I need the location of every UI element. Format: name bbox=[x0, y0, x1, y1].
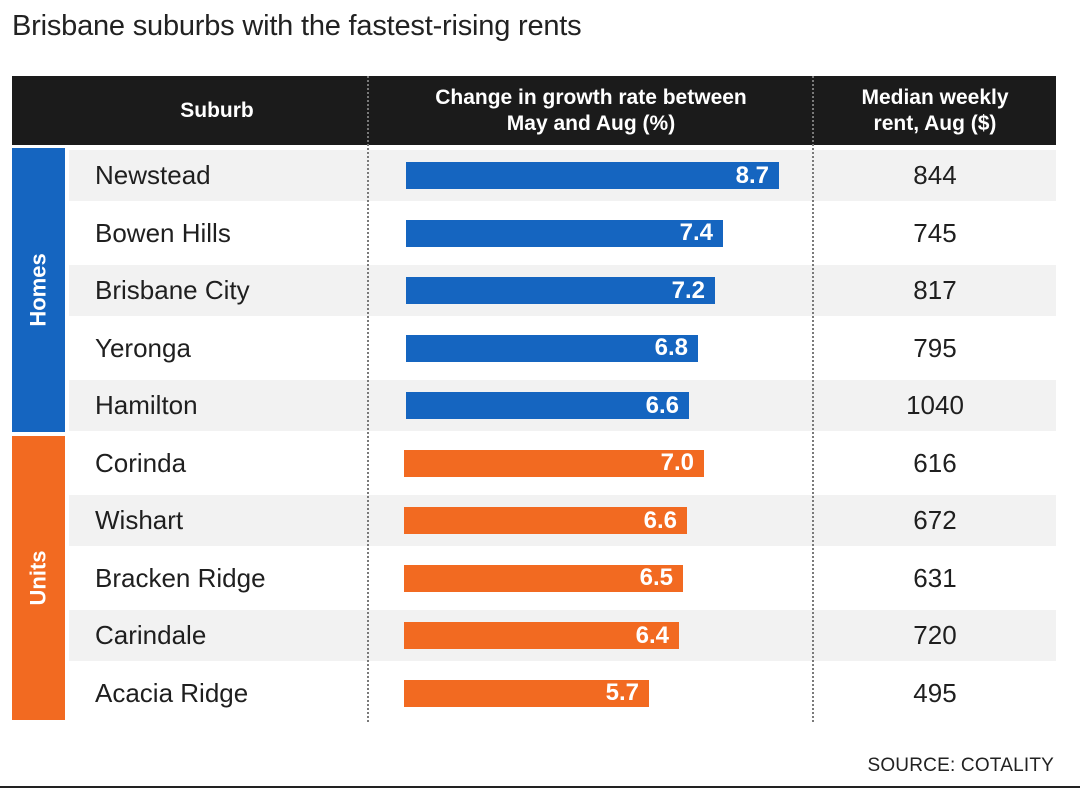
bottom-rule bbox=[0, 786, 1080, 788]
growth-value-label: 6.5 bbox=[639, 564, 673, 591]
group-label-text: Homes bbox=[25, 253, 51, 327]
table-row: Wishart 6.6 672 bbox=[69, 495, 1056, 546]
growth-value-label: 8.7 bbox=[735, 161, 769, 189]
table-row: Acacia Ridge 5.7 495 bbox=[69, 667, 1056, 719]
median-rent: 672 bbox=[913, 505, 957, 535]
growth-bar: 8.7 bbox=[406, 162, 779, 189]
growth-value-label: 7.2 bbox=[671, 276, 705, 304]
growth-value-label: 6.6 bbox=[643, 506, 677, 534]
growth-bar: 5.7 bbox=[404, 679, 649, 707]
group-label-text: Units bbox=[25, 550, 51, 605]
table-row: Bowen Hills 7.4 745 bbox=[69, 207, 1056, 259]
median-rent: 616 bbox=[913, 447, 957, 478]
median-rent: 817 bbox=[913, 275, 957, 305]
column-divider-2 bbox=[812, 76, 814, 722]
growth-bar: 6.8 bbox=[406, 334, 698, 362]
table-row: Yeronga 6.8 795 bbox=[69, 322, 1056, 374]
growth-bar: 6.6 bbox=[404, 507, 687, 534]
table-row: Carindale 6.4 720 bbox=[69, 610, 1056, 661]
growth-value-label: 7.0 bbox=[660, 449, 694, 476]
median-rent: 745 bbox=[913, 217, 957, 248]
table-row: Brisbane City 7.2 817 bbox=[69, 265, 1056, 316]
group-label-units: Units bbox=[12, 435, 65, 720]
suburb-name: Bracken Ridge bbox=[95, 562, 266, 593]
header-growth: Change in growth rate between May and Au… bbox=[369, 76, 813, 145]
header-rent: Median weekly rent, Aug ($) bbox=[814, 76, 1056, 145]
table-header: Suburb Change in growth rate between May… bbox=[12, 76, 1056, 145]
growth-bar: 6.6 bbox=[406, 392, 689, 419]
growth-value-label: 6.6 bbox=[645, 391, 679, 419]
suburb-name: Hamilton bbox=[95, 390, 198, 420]
suburb-name: Carindale bbox=[95, 620, 207, 650]
header-suburb: Suburb bbox=[69, 76, 365, 145]
growth-value-label: 6.4 bbox=[635, 621, 669, 649]
header-growth-line2: May and Aug (%) bbox=[506, 111, 676, 135]
growth-bar: 7.4 bbox=[406, 219, 723, 247]
header-rent-line1: Median weekly bbox=[861, 85, 1009, 109]
growth-value-label: 7.4 bbox=[679, 219, 713, 246]
header-growth-line1: Change in growth rate between bbox=[435, 85, 747, 109]
suburb-name: Bowen Hills bbox=[95, 217, 231, 248]
header-suburb-label: Suburb bbox=[180, 98, 254, 122]
median-rent: 795 bbox=[913, 332, 957, 363]
chart-title: Brisbane suburbs with the fastest-rising… bbox=[12, 10, 582, 42]
table-row: Newstead 8.7 844 bbox=[69, 150, 1056, 201]
median-rent: 720 bbox=[913, 620, 957, 650]
table-row: Hamilton 6.6 1040 bbox=[69, 380, 1056, 431]
growth-bar: 7.0 bbox=[404, 449, 704, 477]
growth-bar: 7.2 bbox=[406, 277, 715, 304]
growth-value-label: 6.8 bbox=[654, 334, 688, 361]
suburb-name: Corinda bbox=[95, 447, 187, 478]
median-rent: 844 bbox=[913, 160, 957, 190]
growth-bar: 6.4 bbox=[404, 622, 679, 649]
suburb-name: Acacia Ridge bbox=[95, 677, 249, 708]
median-rent: 1040 bbox=[906, 390, 964, 420]
column-divider-1 bbox=[367, 76, 369, 722]
table-row: Corinda 7.0 616 bbox=[69, 437, 1056, 489]
suburb-name: Newstead bbox=[95, 160, 211, 190]
table-row: Bracken Ridge 6.5 631 bbox=[69, 552, 1056, 604]
suburb-name: Wishart bbox=[95, 505, 184, 535]
growth-value-label: 5.7 bbox=[605, 679, 639, 706]
suburb-name: Brisbane City bbox=[95, 275, 250, 305]
median-rent: 631 bbox=[913, 562, 957, 593]
suburb-name: Yeronga bbox=[95, 332, 191, 363]
header-rent-line2: rent, Aug ($) bbox=[873, 111, 997, 135]
growth-bar: 6.5 bbox=[404, 564, 683, 592]
source-note: SOURCE: COTALITY bbox=[867, 755, 1054, 776]
median-rent: 495 bbox=[913, 677, 957, 708]
group-label-homes: Homes bbox=[12, 148, 65, 432]
